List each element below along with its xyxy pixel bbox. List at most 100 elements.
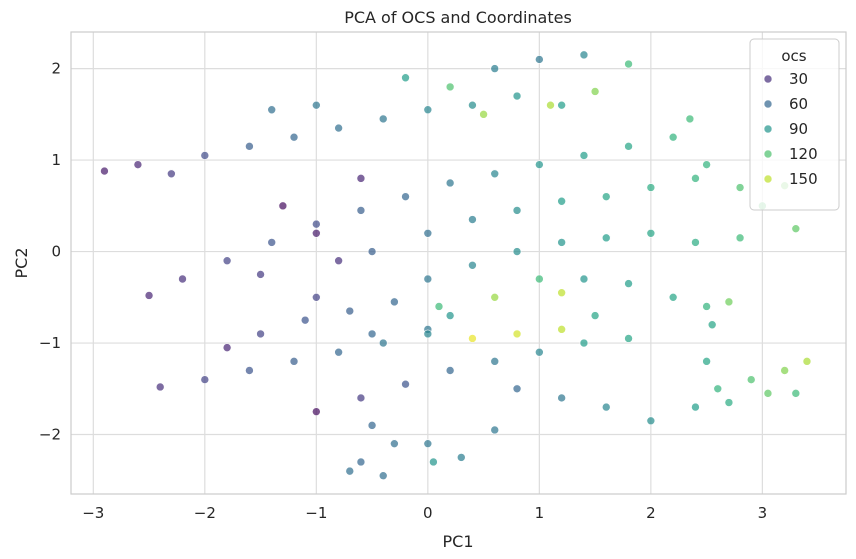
y-tick-label: −1 xyxy=(39,334,61,352)
scatter-point xyxy=(802,357,812,366)
y-axis-ticks: −2 −1 0 1 2 xyxy=(39,60,61,444)
scatter-point xyxy=(256,329,265,339)
scatter-point xyxy=(390,439,399,448)
scatter-point xyxy=(646,228,656,238)
scatter-point xyxy=(445,178,455,188)
scatter-point xyxy=(468,100,477,110)
scatter-point xyxy=(429,457,438,467)
scatter-point xyxy=(367,329,377,339)
scatter-point xyxy=(579,50,589,60)
scatter-point xyxy=(691,402,700,412)
scatter-point xyxy=(222,343,232,352)
scatter-point xyxy=(746,375,756,384)
scatter-point xyxy=(133,160,143,169)
scatter-point xyxy=(668,293,678,302)
x-tick-label: 1 xyxy=(535,504,545,522)
scatter-point xyxy=(702,357,711,366)
legend-label: 60 xyxy=(789,95,808,113)
scatter-point xyxy=(724,297,734,307)
y-tick-label: 0 xyxy=(51,243,61,261)
scatter-point xyxy=(791,389,801,398)
legend-box xyxy=(749,38,840,211)
x-axis-label: PC1 xyxy=(443,532,474,551)
scatter-point xyxy=(702,302,711,311)
scatter-point xyxy=(490,357,500,366)
scatter-point xyxy=(423,274,433,284)
scatter-point xyxy=(512,206,522,215)
legend-title: ocs xyxy=(781,47,806,65)
scatter-point xyxy=(535,55,544,64)
scatter-point xyxy=(535,160,544,169)
scatter-point xyxy=(780,366,789,375)
scatter-point xyxy=(312,219,321,229)
scatter-point xyxy=(334,256,343,266)
scatter-point xyxy=(535,347,544,357)
x-tick-label: 3 xyxy=(758,504,768,522)
scatter-point xyxy=(378,471,388,481)
scatter-point xyxy=(367,247,377,256)
scatter-point xyxy=(713,384,723,394)
scatter-point xyxy=(312,228,321,238)
scatter-point xyxy=(312,100,321,110)
legend: ocs 30 60 90 120 150 xyxy=(749,38,840,211)
scatter-point xyxy=(590,87,600,96)
points-layer xyxy=(100,50,812,481)
chart-title: PCA of OCS and Coordinates xyxy=(344,8,572,27)
legend-marker xyxy=(763,174,773,184)
y-tick-label: 2 xyxy=(51,60,61,78)
x-tick-label: −1 xyxy=(305,504,327,522)
scatter-point xyxy=(267,105,277,115)
scatter-point xyxy=(646,183,656,192)
scatter-point xyxy=(601,233,611,243)
scatter-point xyxy=(490,293,500,302)
scatter-point xyxy=(456,453,466,462)
legend-marker xyxy=(763,124,773,134)
scatter-point xyxy=(356,457,366,467)
scatter-point xyxy=(434,302,444,311)
scatter-point xyxy=(724,398,734,407)
scatter-point xyxy=(100,166,109,176)
scatter-point xyxy=(401,73,410,83)
scatter-point xyxy=(646,416,656,426)
x-tick-label: 2 xyxy=(646,504,656,522)
scatter-point xyxy=(691,238,700,247)
legend-label: 150 xyxy=(789,170,818,188)
plot-area xyxy=(71,32,846,494)
scatter-point xyxy=(512,384,522,394)
scatter-point xyxy=(390,297,399,307)
scatter-point xyxy=(490,425,500,435)
scatter-point xyxy=(557,196,566,206)
scatter-point xyxy=(601,402,611,412)
scatter-point xyxy=(256,270,265,279)
scatter-point xyxy=(445,311,455,320)
scatter-point xyxy=(557,325,566,334)
scatter-point xyxy=(312,407,321,416)
scatter-point xyxy=(356,206,366,215)
scatter-point xyxy=(579,338,589,348)
scatter-point xyxy=(557,238,566,247)
scatter-point xyxy=(590,311,600,320)
scatter-point xyxy=(245,366,254,375)
legend-label: 30 xyxy=(789,70,808,88)
legend-label: 90 xyxy=(789,120,808,138)
scatter-point xyxy=(735,183,745,192)
scatter-point xyxy=(490,169,500,179)
scatter-point xyxy=(512,329,522,339)
scatter-point xyxy=(735,233,745,243)
scatter-point xyxy=(624,59,633,69)
scatter-point xyxy=(445,366,455,375)
scatter-point xyxy=(624,334,633,343)
scatter-point xyxy=(155,382,165,392)
scatter-point xyxy=(300,315,310,325)
scatter-point xyxy=(468,215,477,224)
legend-marker xyxy=(763,74,773,84)
scatter-point xyxy=(356,393,366,403)
scatter-point xyxy=(791,224,801,233)
x-tick-label: −3 xyxy=(82,504,104,522)
scatter-point xyxy=(479,110,488,119)
y-tick-label: 1 xyxy=(51,151,61,169)
scatter-point xyxy=(468,260,477,270)
legend-marker xyxy=(763,149,773,159)
scatter-point xyxy=(178,274,187,284)
